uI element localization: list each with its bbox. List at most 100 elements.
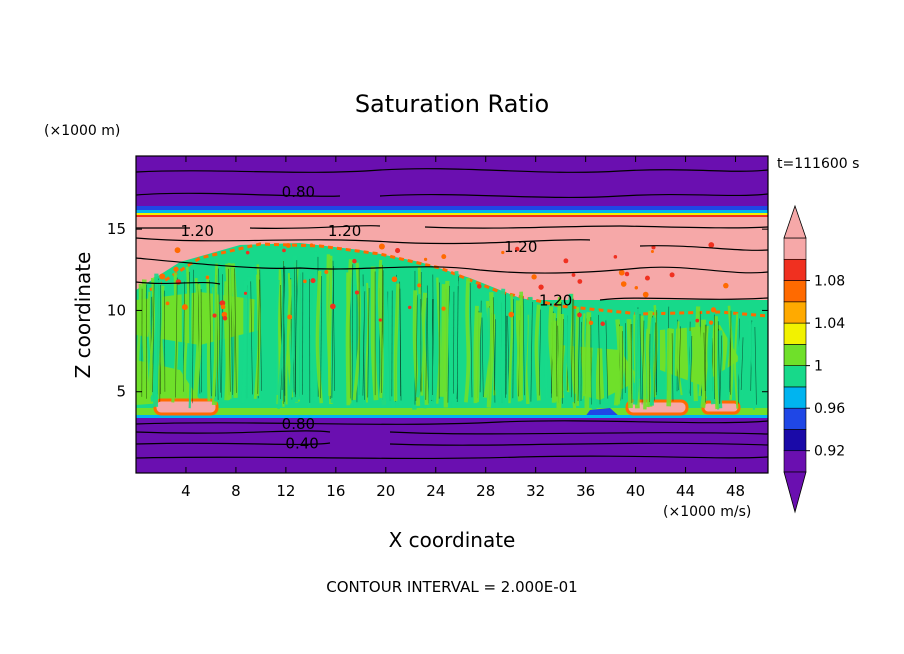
y-tick-label: 5 [116, 383, 126, 401]
streak [640, 315, 647, 410]
contour-line [136, 455, 768, 460]
streak [663, 301, 668, 396]
streak [315, 270, 324, 404]
transition-blue-band [136, 206, 768, 212]
y-tick-label: 10 [107, 301, 126, 319]
x-tick-label: 28 [476, 482, 495, 500]
speckle [391, 276, 398, 283]
streak [370, 266, 379, 401]
speckle [395, 248, 401, 254]
streak [277, 255, 285, 409]
speckle [441, 306, 446, 311]
speckle [531, 274, 537, 280]
convective-streaks [136, 242, 757, 410]
speckle [354, 290, 360, 295]
contour-label: 1.20 [328, 222, 361, 240]
y-unit-label: (×1000 m) [44, 123, 120, 139]
x-tick-label: 12 [276, 482, 295, 500]
streak-contour [538, 309, 542, 396]
streak-contour [228, 268, 231, 392]
streak [548, 306, 556, 403]
cloud-top-speckle [149, 242, 768, 318]
streak [381, 286, 390, 406]
speckle [708, 320, 714, 325]
streak [311, 251, 318, 402]
x-tick-label: 44 [676, 482, 695, 500]
blue-notch [585, 408, 620, 417]
streak [544, 317, 551, 399]
colorbar-label: 1 [814, 359, 823, 375]
streak [615, 325, 625, 405]
streak-contour [415, 295, 418, 401]
speckle [600, 321, 605, 327]
streak [194, 284, 203, 398]
streak-contour [152, 282, 155, 393]
streak-contour [598, 314, 601, 405]
speckle [642, 291, 649, 298]
speckle [669, 272, 675, 278]
speckle [212, 313, 217, 318]
speckle [243, 291, 248, 295]
colorbar-label: 1.04 [814, 316, 845, 332]
streak-contour [381, 264, 383, 393]
speckle [441, 254, 447, 260]
speckle [650, 249, 654, 253]
streak [648, 317, 656, 406]
speckle [303, 279, 307, 284]
speckle [287, 314, 293, 320]
streak-contour [562, 318, 564, 404]
contour-line [136, 442, 768, 446]
speckle [309, 243, 314, 247]
streak [245, 276, 251, 400]
streak-contour [197, 283, 201, 394]
streak [733, 313, 739, 409]
streak [225, 263, 231, 397]
contour-label: 0.40 [285, 435, 318, 453]
streak [495, 297, 501, 408]
contour-lines [136, 168, 768, 460]
colorbar-segment [783, 386, 807, 409]
colorbar-label: 0.92 [814, 444, 845, 460]
speckle [644, 275, 650, 281]
streak [386, 285, 392, 402]
colorbar-segment [783, 237, 807, 260]
colorbar-segment [783, 280, 807, 303]
speckle [634, 286, 639, 290]
x-axis-title: X coordinate [389, 528, 516, 552]
speckle [324, 269, 329, 274]
streak [727, 305, 734, 400]
contour-line [136, 430, 768, 435]
speckle [245, 250, 250, 255]
speckle [282, 248, 286, 253]
speckle [174, 247, 181, 254]
speckle [378, 318, 383, 322]
streak-contour [555, 318, 558, 397]
colorbar-segment [783, 322, 807, 345]
streak [390, 269, 397, 407]
streak-contour [456, 286, 459, 403]
streak [686, 330, 693, 401]
streak-contour [399, 288, 401, 397]
speckle [588, 320, 594, 326]
contour-line [136, 168, 768, 173]
x-tick-label: 40 [626, 482, 645, 500]
contour-line [136, 237, 768, 251]
streak [499, 288, 506, 404]
streak [508, 294, 514, 404]
x-unit-label: (×1000 m/s) [663, 504, 751, 520]
colorbar-segment [783, 301, 807, 324]
streak-contour [425, 297, 428, 400]
transition-yellow-band [136, 213, 768, 216]
streak-contour [605, 320, 609, 399]
streak-contour [192, 269, 194, 404]
streak [148, 277, 156, 398]
speckle [310, 278, 316, 284]
speckle [538, 284, 544, 290]
streak-contour [175, 277, 178, 398]
speckle [220, 304, 226, 310]
streak-contour [505, 315, 507, 395]
streak [737, 332, 744, 396]
streak [464, 278, 471, 403]
streak [518, 291, 524, 401]
speckle [577, 279, 583, 284]
